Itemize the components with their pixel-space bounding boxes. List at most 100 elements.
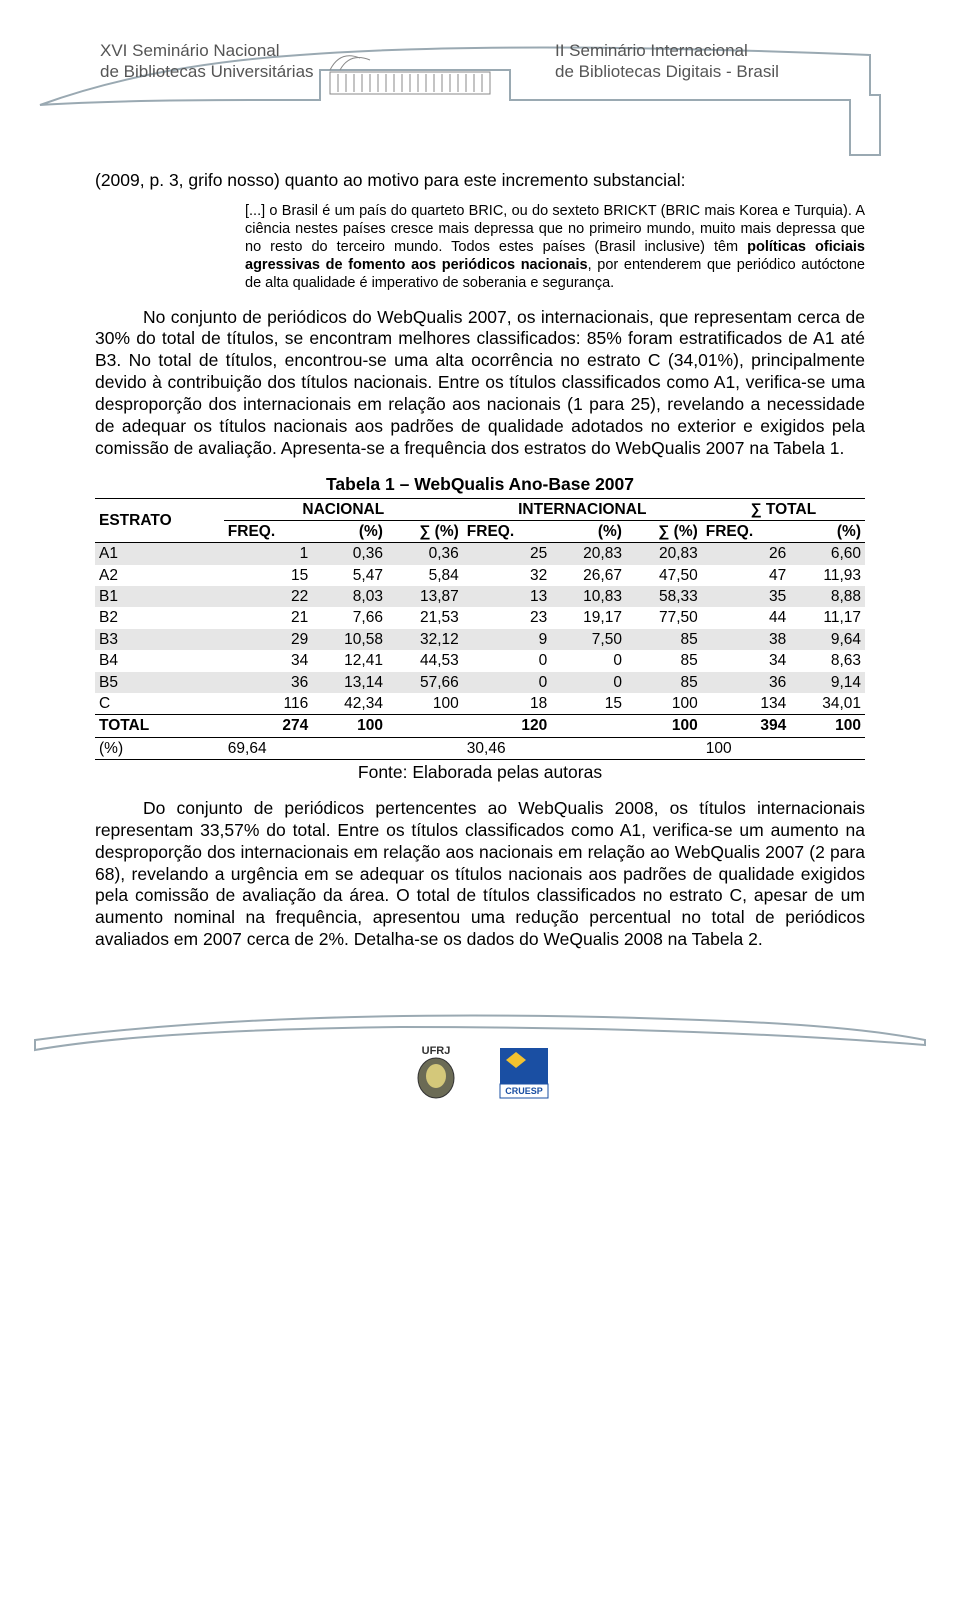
table-cell: B3	[95, 629, 224, 650]
th-internacional: INTERNACIONAL	[463, 498, 702, 520]
table-cell: 47	[702, 565, 790, 586]
table-cell	[790, 737, 865, 759]
table-cell: 5,47	[312, 565, 387, 586]
table-cell: 10,83	[551, 586, 626, 607]
th-estrato: ESTRATO	[95, 498, 224, 543]
table-cell: 1	[224, 543, 312, 565]
table-cell: A2	[95, 565, 224, 586]
table-cell: 38	[702, 629, 790, 650]
table-cell: 20,83	[626, 543, 702, 565]
th-nat-pct: (%)	[312, 520, 387, 542]
table-cell: 0,36	[312, 543, 387, 565]
table-row: B53613,1457,660085369,14	[95, 672, 865, 693]
table-cell: 100	[387, 693, 463, 715]
footer-logos: UFRJ CRUESP	[0, 1040, 960, 1100]
table-cell: 21	[224, 607, 312, 628]
table-cell: 0,36	[387, 543, 463, 565]
header-banner: XVI Seminário Nacional de Bibliotecas Un…	[0, 0, 960, 160]
table1: ESTRATO NACIONAL INTERNACIONAL ∑ TOTAL F…	[95, 498, 865, 761]
header-title-right: II Seminário Internacional de Biblioteca…	[555, 40, 779, 83]
table-cell: 21,53	[387, 607, 463, 628]
th-total: ∑ TOTAL	[702, 498, 865, 520]
table-cell: 7,50	[551, 629, 626, 650]
th-nat-freq: FREQ.	[224, 520, 312, 542]
table-cell: 36	[224, 672, 312, 693]
table-cell: 36	[702, 672, 790, 693]
table-cell: 34,01	[790, 693, 865, 715]
table-cell: 32,12	[387, 629, 463, 650]
table-cell: 0	[463, 672, 551, 693]
table-cell	[312, 737, 387, 759]
table-cell: 29	[224, 629, 312, 650]
table-cell: 22	[224, 586, 312, 607]
table-cell: 57,66	[387, 672, 463, 693]
table-cell: 30,46	[463, 737, 551, 759]
table-cell: 12,41	[312, 650, 387, 671]
table-cell: 5,84	[387, 565, 463, 586]
table-row: B32910,5832,1297,5085389,64	[95, 629, 865, 650]
paragraph-2: No conjunto de periódicos do WebQualis 2…	[95, 307, 865, 460]
table-cell: 34	[702, 650, 790, 671]
header-left-line2: de Bibliotecas Universitárias	[100, 62, 314, 81]
th-int-freq: FREQ.	[463, 520, 551, 542]
table-cell: 394	[702, 715, 790, 737]
table-cell: 85	[626, 672, 702, 693]
table-cell	[387, 715, 463, 737]
table-cell: 13,87	[387, 586, 463, 607]
table-cell: 42,34	[312, 693, 387, 715]
table-cell: 9	[463, 629, 551, 650]
table-cell: 85	[626, 629, 702, 650]
cruesp-logo: CRUESP	[494, 1040, 554, 1100]
table-row: B43412,4144,530085348,63	[95, 650, 865, 671]
table-cell: B5	[95, 672, 224, 693]
table-row: A110,360,362520,8320,83266,60	[95, 543, 865, 565]
table-cell: 0	[551, 650, 626, 671]
table-cell: 18	[463, 693, 551, 715]
header-title-left: XVI Seminário Nacional de Bibliotecas Un…	[100, 40, 314, 83]
table-cell	[387, 737, 463, 759]
table-cell: A1	[95, 543, 224, 565]
table-cell: 32	[463, 565, 551, 586]
table-cell	[551, 715, 626, 737]
th-int-cum: ∑ (%)	[626, 520, 702, 542]
table-cell: 19,17	[551, 607, 626, 628]
paragraph-3: Do conjunto de periódicos pertencentes a…	[95, 798, 865, 951]
table-cell: 85	[626, 650, 702, 671]
table-cell: 69,64	[224, 737, 312, 759]
table-cell: 100	[790, 715, 865, 737]
table-cell: B4	[95, 650, 224, 671]
table-cell: B2	[95, 607, 224, 628]
ufrj-logo-text: UFRJ	[421, 1045, 450, 1057]
table-cell: 100	[312, 715, 387, 737]
table-cell: 9,14	[790, 672, 865, 693]
table-cell: 8,03	[312, 586, 387, 607]
table-cell: 47,50	[626, 565, 702, 586]
th-tot-pct: (%)	[790, 520, 865, 542]
page: XVI Seminário Nacional de Bibliotecas Un…	[0, 0, 960, 1125]
header-right-line1: II Seminário Internacional	[555, 41, 748, 60]
table-cell: 7,66	[312, 607, 387, 628]
table-cell: 58,33	[626, 586, 702, 607]
table-cell: 20,83	[551, 543, 626, 565]
table-cell	[626, 737, 702, 759]
table1-source: Fonte: Elaborada pelas autoras	[95, 762, 865, 784]
header-left-line1: XVI Seminário Nacional	[100, 41, 280, 60]
table-cell: 25	[463, 543, 551, 565]
table-cell: 100	[702, 737, 790, 759]
table-cell: 274	[224, 715, 312, 737]
document-body: (2009, p. 3, grifo nosso) quanto ao moti…	[0, 160, 960, 985]
footer: UFRJ CRUESP	[0, 985, 960, 1125]
table-cell: 120	[463, 715, 551, 737]
table-cell: 6,60	[790, 543, 865, 565]
block-quote: [...] o Brasil é um país do quarteto BRI…	[245, 202, 865, 293]
table-total-row: TOTAL274100120100394100	[95, 715, 865, 737]
ufrj-logo: UFRJ	[406, 1040, 466, 1100]
table-cell: 44	[702, 607, 790, 628]
table-row: A2155,475,843226,6747,504711,93	[95, 565, 865, 586]
table-cell: 13,14	[312, 672, 387, 693]
intro-line: (2009, p. 3, grifo nosso) quanto ao moti…	[95, 170, 865, 192]
table-cell: 34	[224, 650, 312, 671]
table-cell	[551, 737, 626, 759]
table-cell: 8,88	[790, 586, 865, 607]
table-cell: B1	[95, 586, 224, 607]
